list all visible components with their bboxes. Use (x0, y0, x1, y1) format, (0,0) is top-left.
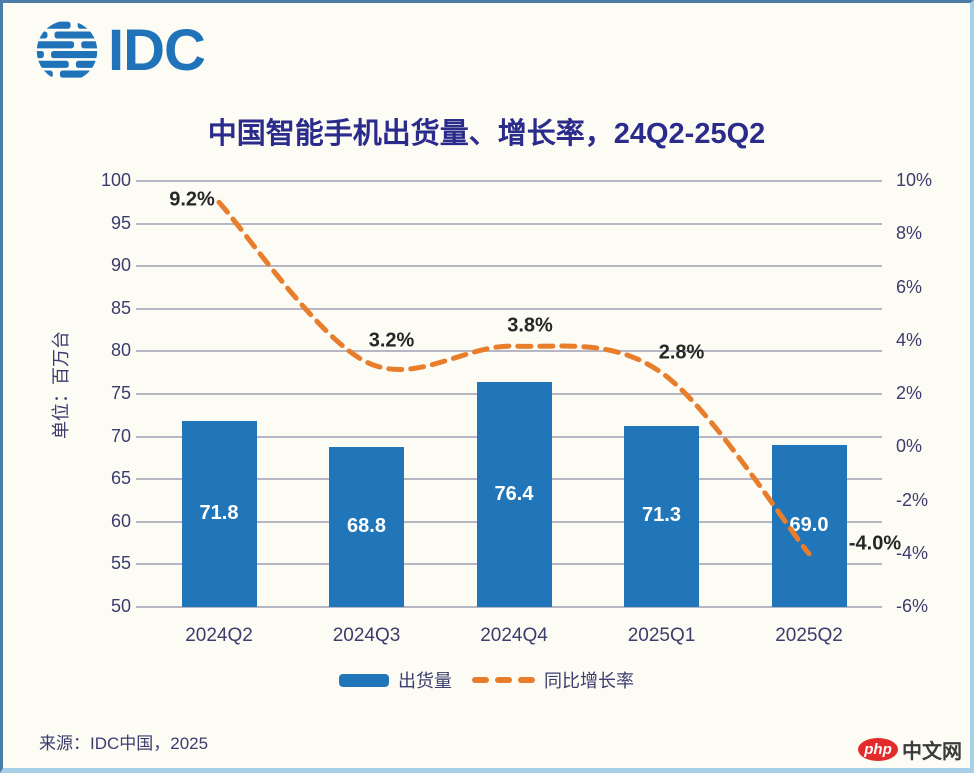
y-axis-tick-left: 100 (100, 170, 131, 190)
idc-globe-icon (36, 21, 98, 78)
y-axis-tick-right: 0% (896, 436, 923, 457)
x-axis-tick-2025Q2: 2025Q2 (775, 625, 843, 646)
grid-line (136, 265, 882, 268)
legend-label: 出货量 (398, 671, 452, 691)
y-axis-tick-right: 10% (896, 170, 933, 190)
grid-line (136, 222, 882, 225)
legend-dash-segment (518, 677, 535, 683)
x-axis-tick-2024Q2: 2024Q2 (185, 625, 253, 646)
y-axis-tick-left: 75 (110, 383, 131, 403)
bar-value-label: 68.8 (347, 514, 386, 537)
y-axis-tick-left: 80 (110, 340, 131, 361)
x-axis-tick-2024Q3: 2024Q3 (332, 625, 401, 646)
growth-data-label: 9.2% (169, 188, 215, 211)
legend-dash-segment (472, 677, 489, 683)
y-axis-tick-right: 2% (896, 383, 923, 403)
php-badge-icon: php (858, 738, 898, 761)
growth-data-label: 3.2% (368, 329, 415, 352)
y-axis-tick-right: 6% (896, 276, 923, 297)
y-axis-tick-right: -2% (896, 489, 929, 510)
legend-bar-swatch-icon (339, 673, 389, 687)
legend-label: 同比增长率 (544, 671, 634, 691)
source-note: 来源：IDC中国，2025 (39, 734, 209, 753)
legend-dash-segment (495, 677, 512, 683)
y-axis-tick-right: 8% (896, 223, 923, 244)
y-axis-tick-left: 70 (110, 425, 131, 446)
chart-title: 中国智能手机出货量、增长率，24Q2-25Q2 (207, 118, 766, 150)
growth-data-label: 2.8% (658, 341, 705, 364)
legend-item: 出货量 (339, 667, 452, 693)
idc-logo-text: IDC (108, 18, 206, 83)
chart-legend: 出货量 同比增长率 (3, 667, 970, 693)
y-axis-tick-left: 50 (110, 596, 131, 616)
y-axis-tick-left: 90 (110, 255, 131, 276)
y-axis-tick-left: 95 (110, 212, 131, 233)
legend-item: 同比增长率 (472, 667, 634, 693)
idc-logo: IDC (35, 18, 206, 83)
y-axis-tick-left: 85 (110, 297, 131, 318)
y-axis-tick-left: 65 (110, 468, 131, 489)
grid-line (136, 606, 882, 608)
y-axis-tick-right: 4% (896, 329, 923, 350)
grid-line (136, 350, 882, 353)
chart-stage: IDC 中国智能手机出货量、增长率，24Q2-25Q2 单位：百万台 100 95… (3, 3, 970, 768)
legend-dashed-line-icon (472, 677, 535, 683)
growth-data-label: -4.0% (848, 532, 902, 555)
bar-value-label: 69.0 (789, 514, 829, 537)
bar-value-label: 76.4 (494, 482, 534, 505)
grid-line (136, 307, 882, 310)
bar-value-label: 71.3 (642, 504, 681, 527)
y-axis-tick-left: 55 (110, 553, 131, 574)
y-axis-tick-right: -6% (896, 596, 929, 616)
watermark-text: 中文网 (902, 741, 962, 763)
x-axis-tick-2024Q4: 2024Q4 (480, 625, 548, 646)
grid-line (136, 180, 882, 182)
y-axis-tick-right: -4% (896, 542, 929, 563)
php-watermark: php 中文网 (858, 735, 962, 764)
x-axis-tick-2025Q1: 2025Q1 (627, 625, 696, 646)
y-axis-tick-left: 60 (110, 510, 131, 531)
growth-data-label: 3.8% (507, 314, 553, 337)
bar-value-label: 71.8 (199, 502, 239, 525)
